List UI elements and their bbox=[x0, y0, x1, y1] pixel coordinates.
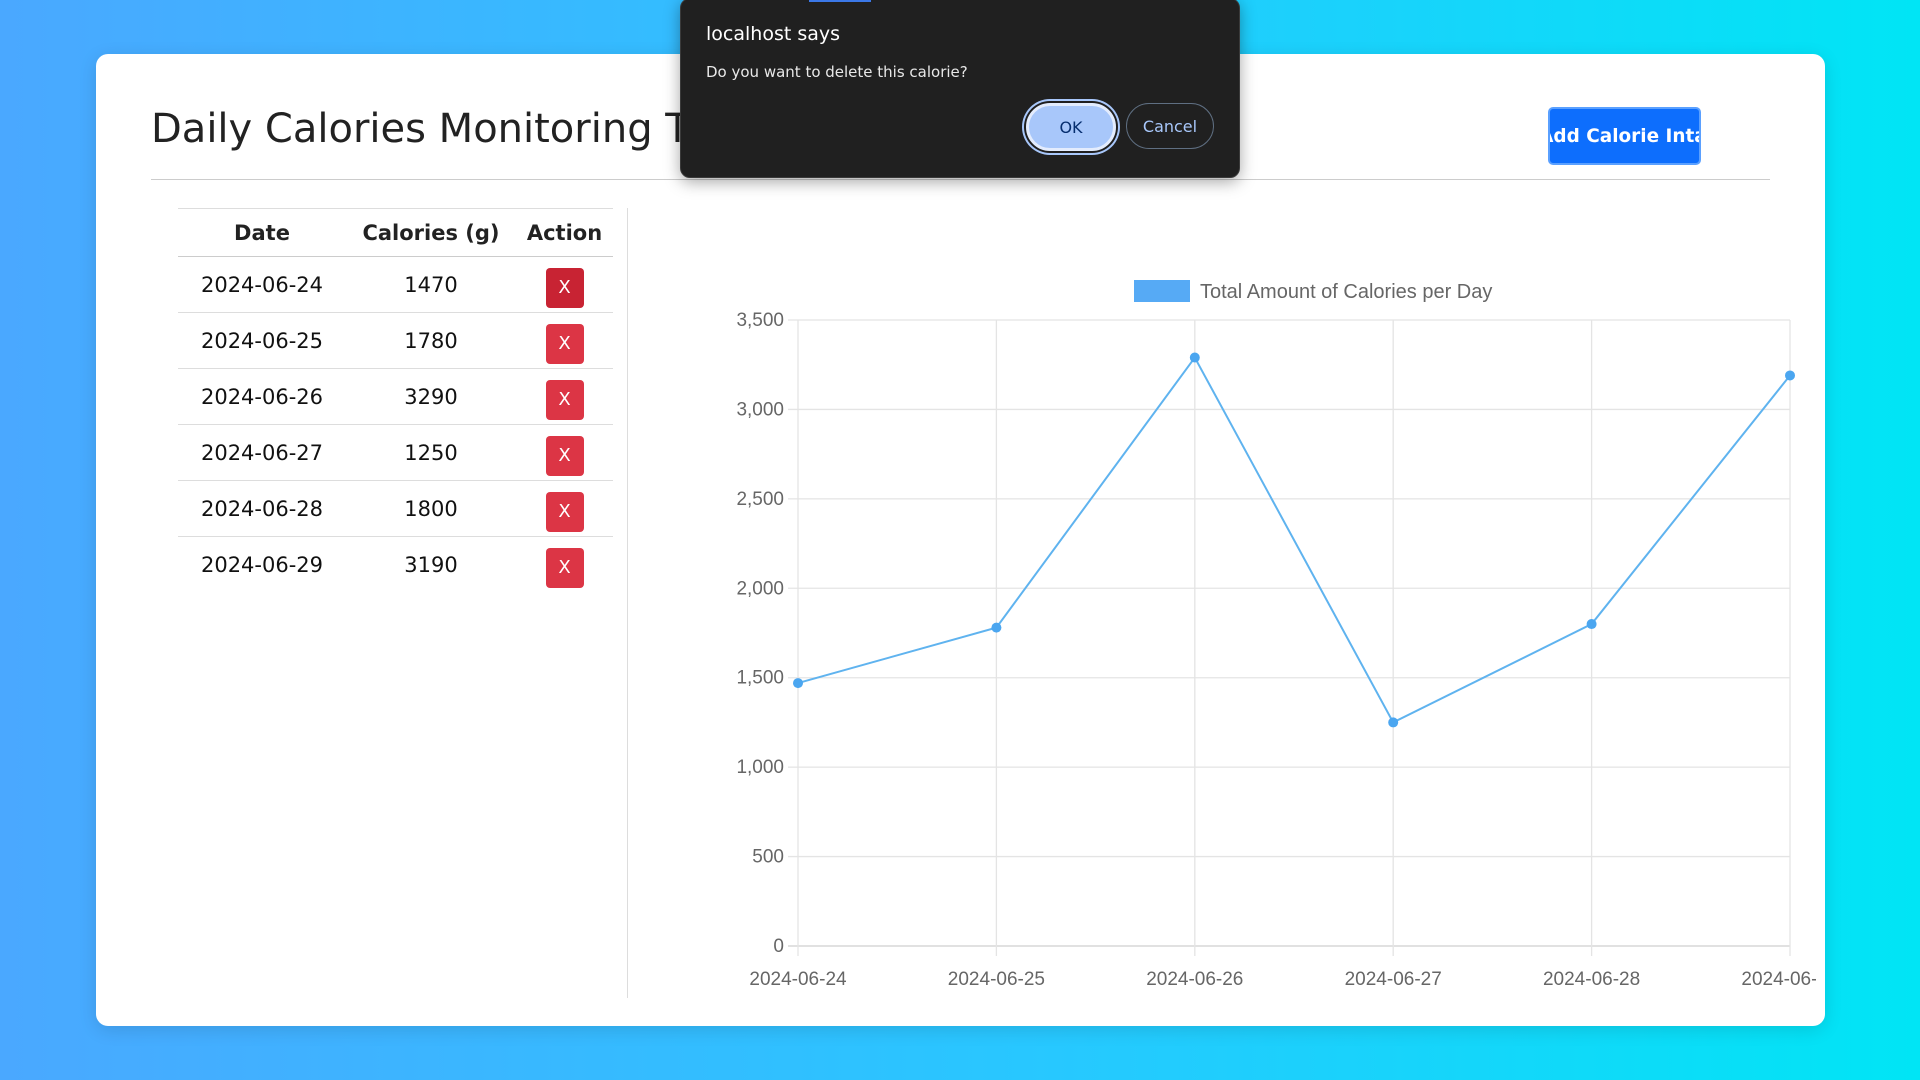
cell-calories: 1250 bbox=[346, 424, 516, 481]
cell-date: 2024-06-26 bbox=[178, 368, 346, 425]
table-row: 2024-06-29 3190 X bbox=[178, 537, 613, 593]
data-point bbox=[1388, 717, 1399, 728]
page-title: Daily Calories Monitoring Tool bbox=[151, 106, 743, 152]
calories-table-container: Date Calories (g) Action 2024-06-24 1470… bbox=[178, 208, 613, 593]
y-tick-label: 3,500 bbox=[736, 310, 784, 331]
table-row: 2024-06-27 1250 X bbox=[178, 424, 613, 481]
table-row: 2024-06-24 1470 X bbox=[178, 256, 613, 313]
cell-date: 2024-06-24 bbox=[178, 256, 346, 313]
delete-button[interactable]: X bbox=[545, 491, 584, 532]
cell-calories: 1800 bbox=[346, 480, 516, 537]
y-tick-label: 2,500 bbox=[736, 489, 784, 510]
cell-calories: 1470 bbox=[346, 256, 516, 313]
cell-date: 2024-06-28 bbox=[178, 480, 346, 537]
delete-button[interactable]: X bbox=[545, 267, 584, 308]
series-line bbox=[797, 355, 1791, 724]
add-calorie-intake-label: + Add Calorie Intake bbox=[1550, 125, 1699, 147]
delete-button[interactable]: X bbox=[545, 323, 584, 364]
x-tick-label: 2024-06-25 bbox=[948, 969, 1045, 990]
cell-action: X bbox=[516, 312, 613, 369]
header-divider bbox=[151, 179, 1770, 180]
data-point bbox=[1586, 619, 1597, 630]
delete-button[interactable]: X bbox=[545, 379, 584, 420]
delete-button[interactable]: X bbox=[545, 547, 584, 588]
cancel-button[interactable]: Cancel bbox=[1126, 103, 1214, 149]
cell-action: X bbox=[516, 256, 613, 313]
x-tick-label: 2024-06-27 bbox=[1345, 969, 1442, 990]
header-action: Action bbox=[516, 208, 613, 257]
calories-line-chart: 0 500 1,000 1,500 2,000 2,500 3,000 3,500 2024-0… bbox=[736, 280, 1816, 990]
table-row: 2024-06-25 1780 X bbox=[178, 312, 613, 369]
table-header-row: Date Calories (g) Action bbox=[178, 208, 613, 257]
dialog-message: Do you want to delete this calorie? bbox=[706, 63, 968, 81]
data-point bbox=[1189, 352, 1200, 363]
x-tick-label: 2024-06-24 bbox=[749, 969, 847, 990]
cell-date: 2024-06-27 bbox=[178, 424, 346, 481]
confirm-dialog: localhost says Do you want to delete thi… bbox=[680, 0, 1240, 178]
header-date: Date bbox=[178, 208, 346, 257]
x-tick-label: 2024-06-28 bbox=[1543, 969, 1640, 990]
cell-action: X bbox=[516, 480, 613, 537]
add-calorie-intake-button[interactable]: + Add Calorie Intake bbox=[1548, 107, 1701, 165]
dialog-title: localhost says bbox=[706, 23, 841, 45]
cell-action: X bbox=[516, 424, 613, 481]
cell-calories: 3190 bbox=[404, 552, 458, 577]
dialog-accent-bar bbox=[809, 0, 871, 2]
cell-action: X bbox=[516, 368, 613, 425]
y-tick-label: 0 bbox=[773, 936, 784, 957]
cell-date: 2024-06-29 bbox=[200, 552, 324, 577]
table-row: 2024-06-28 1800 X bbox=[178, 480, 613, 537]
cell-calories: 3290 bbox=[346, 368, 516, 425]
y-tick-label: 1,500 bbox=[736, 668, 784, 689]
data-point bbox=[991, 622, 1002, 633]
delete-button[interactable]: X bbox=[545, 435, 584, 476]
y-tick-label: 2,000 bbox=[736, 578, 784, 599]
data-point bbox=[1785, 370, 1795, 381]
cell-action: X bbox=[516, 537, 613, 593]
data-point bbox=[793, 678, 803, 689]
cell-calories: 1780 bbox=[346, 312, 516, 369]
legend-label: Total Amount of Calories per Day bbox=[1200, 281, 1492, 303]
header-calories: Calories (g) bbox=[346, 208, 516, 257]
cell-date: 2024-06-25 bbox=[178, 312, 346, 369]
y-tick-label: 500 bbox=[752, 847, 784, 868]
main-card: Daily Calories Monitoring Tool + Add Cal… bbox=[96, 54, 1825, 1026]
x-tick-label: 2024-06-29 bbox=[1741, 969, 1816, 990]
table-row: 2024-06-26 3290 X bbox=[178, 368, 613, 425]
y-tick-label: 1,000 bbox=[736, 757, 784, 778]
x-tick-label: 2024-06-26 bbox=[1146, 969, 1243, 990]
legend-swatch bbox=[1134, 280, 1190, 302]
y-tick-label: 3,000 bbox=[736, 399, 784, 420]
section-divider bbox=[627, 208, 628, 998]
calories-table: Date Calories (g) Action 2024-06-24 1470… bbox=[178, 208, 613, 593]
ok-button[interactable]: OK bbox=[1026, 103, 1116, 151]
